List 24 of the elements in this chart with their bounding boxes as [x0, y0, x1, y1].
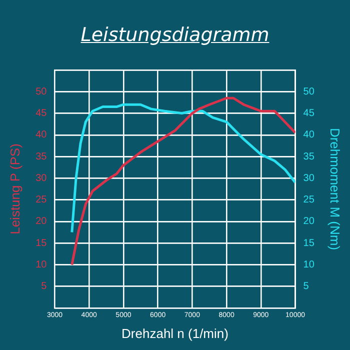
y2-tick-label: 40 [303, 130, 315, 141]
y-tick-label: 45 [36, 108, 48, 120]
y-tick-label: 20 [36, 216, 48, 228]
y2-tick-label: 15 [303, 238, 315, 249]
y2-tick-label: 5 [303, 281, 310, 292]
y-tick-label: 30 [36, 172, 48, 184]
y-tick-label: 15 [36, 238, 48, 249]
y2-axis-title: Drehmoment M (Nm) [328, 128, 343, 250]
y2-tick-label: 20 [303, 216, 315, 228]
y2-tick-label: 50 [303, 86, 315, 98]
y-tick-label: 35 [36, 151, 48, 162]
y-tick-label: 50 [36, 86, 48, 98]
chart-title: Leistungsdiagramm [80, 24, 270, 46]
y2-tick-label: 45 [303, 108, 315, 120]
y-tick-label: 10 [36, 259, 48, 270]
x-axis-title: Drehzahl n (1/min) [122, 326, 228, 341]
y-axis-title: Leistung P (PS) [7, 144, 22, 234]
y2-tick-label: 25 [303, 194, 315, 206]
y-tick-label: 5 [41, 281, 48, 292]
y2-tick-label: 30 [303, 172, 315, 184]
y2-tick-label: 10 [303, 259, 315, 270]
y-tick-label: 40 [36, 130, 48, 141]
y-tick-label: 25 [36, 194, 48, 206]
y2-tick-label: 35 [303, 151, 315, 162]
